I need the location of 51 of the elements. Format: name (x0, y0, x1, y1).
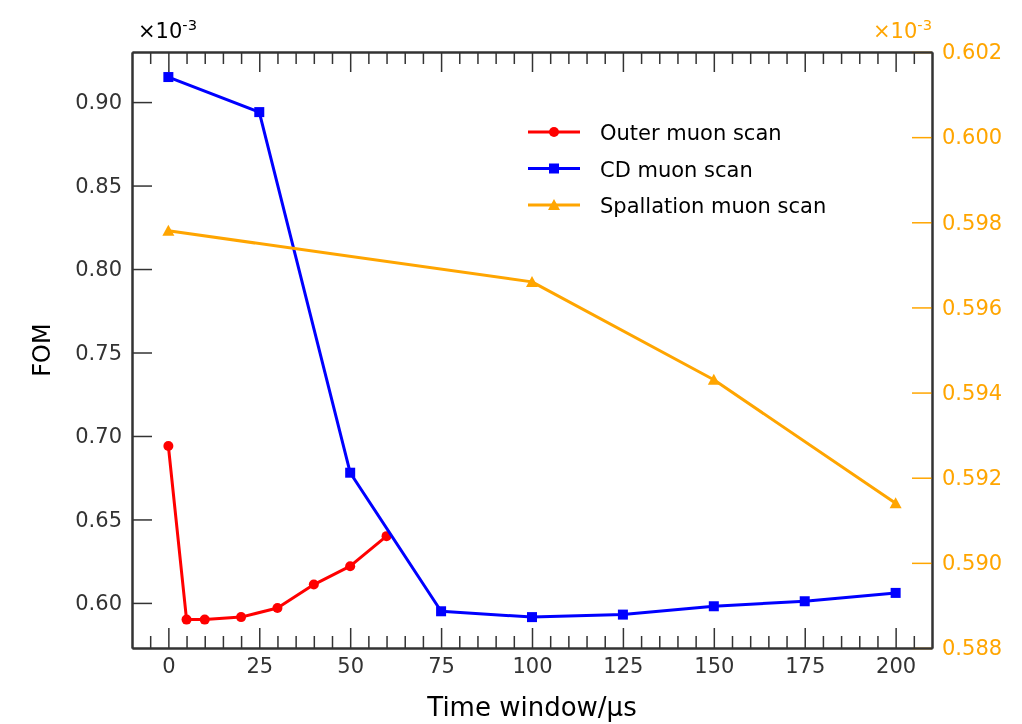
point (199, 614, 210, 625)
x-tick-label: 50 (337, 653, 365, 678)
y2-tick-label: 0.588 (942, 636, 1003, 661)
point (799, 596, 810, 607)
y-tick-label: 0.80 (75, 257, 122, 282)
y-axis-title: FOM (28, 323, 56, 377)
x-tick-label: 150 (694, 653, 735, 678)
x-tick-label: 125 (603, 653, 644, 678)
point (890, 587, 901, 598)
legend-label: CD muon scan (600, 157, 753, 182)
y2-tick-label: 0.590 (942, 551, 1003, 576)
y-tick-label: 0.85 (75, 173, 122, 198)
point (889, 497, 902, 509)
y-tick-label: 0.90 (75, 90, 122, 115)
point (345, 561, 356, 572)
y2-tick-label: 0.600 (942, 125, 1003, 150)
text: ×10$^{-3}$ (873, 15, 932, 43)
point (617, 609, 628, 620)
point (272, 602, 283, 613)
x-tick-label: 200 (876, 653, 917, 678)
y2-tick-label: 0.598 (942, 210, 1003, 235)
y2-tick-label: 0.594 (942, 380, 1003, 405)
legend-label: Outer muon scan (600, 121, 782, 145)
point (308, 579, 319, 590)
legend-label: Spallation muon scan (600, 194, 827, 218)
x-tick-label: 75 (428, 653, 455, 678)
point (236, 612, 247, 623)
point (163, 72, 174, 83)
x-tick-label: 100 (512, 653, 553, 678)
point (163, 440, 174, 451)
point (254, 107, 265, 118)
point (345, 467, 356, 478)
y2-tick-label: 0.596 (942, 295, 1003, 320)
point (526, 275, 538, 287)
y2-tick-label: 0.602 (942, 40, 1003, 65)
x-tick-label: 0 (162, 653, 176, 678)
y2-tick-label: 0.592 (942, 465, 1003, 490)
y-tick-label: 0.65 (75, 507, 122, 532)
y-tick-label: 0.60 (75, 591, 122, 616)
point (527, 612, 537, 623)
y-tick-label: 0.70 (75, 424, 122, 449)
x-tick-label: 25 (246, 653, 274, 678)
point (707, 373, 720, 385)
y-tick-label: 0.75 (75, 340, 122, 365)
point (162, 224, 175, 236)
x-axis-title: Time window/μs (426, 692, 637, 722)
text: ×10$^{-3}$ (138, 15, 197, 43)
x-tick-label: 175 (785, 653, 826, 678)
point (181, 614, 192, 625)
point (708, 601, 719, 612)
point (436, 606, 447, 617)
